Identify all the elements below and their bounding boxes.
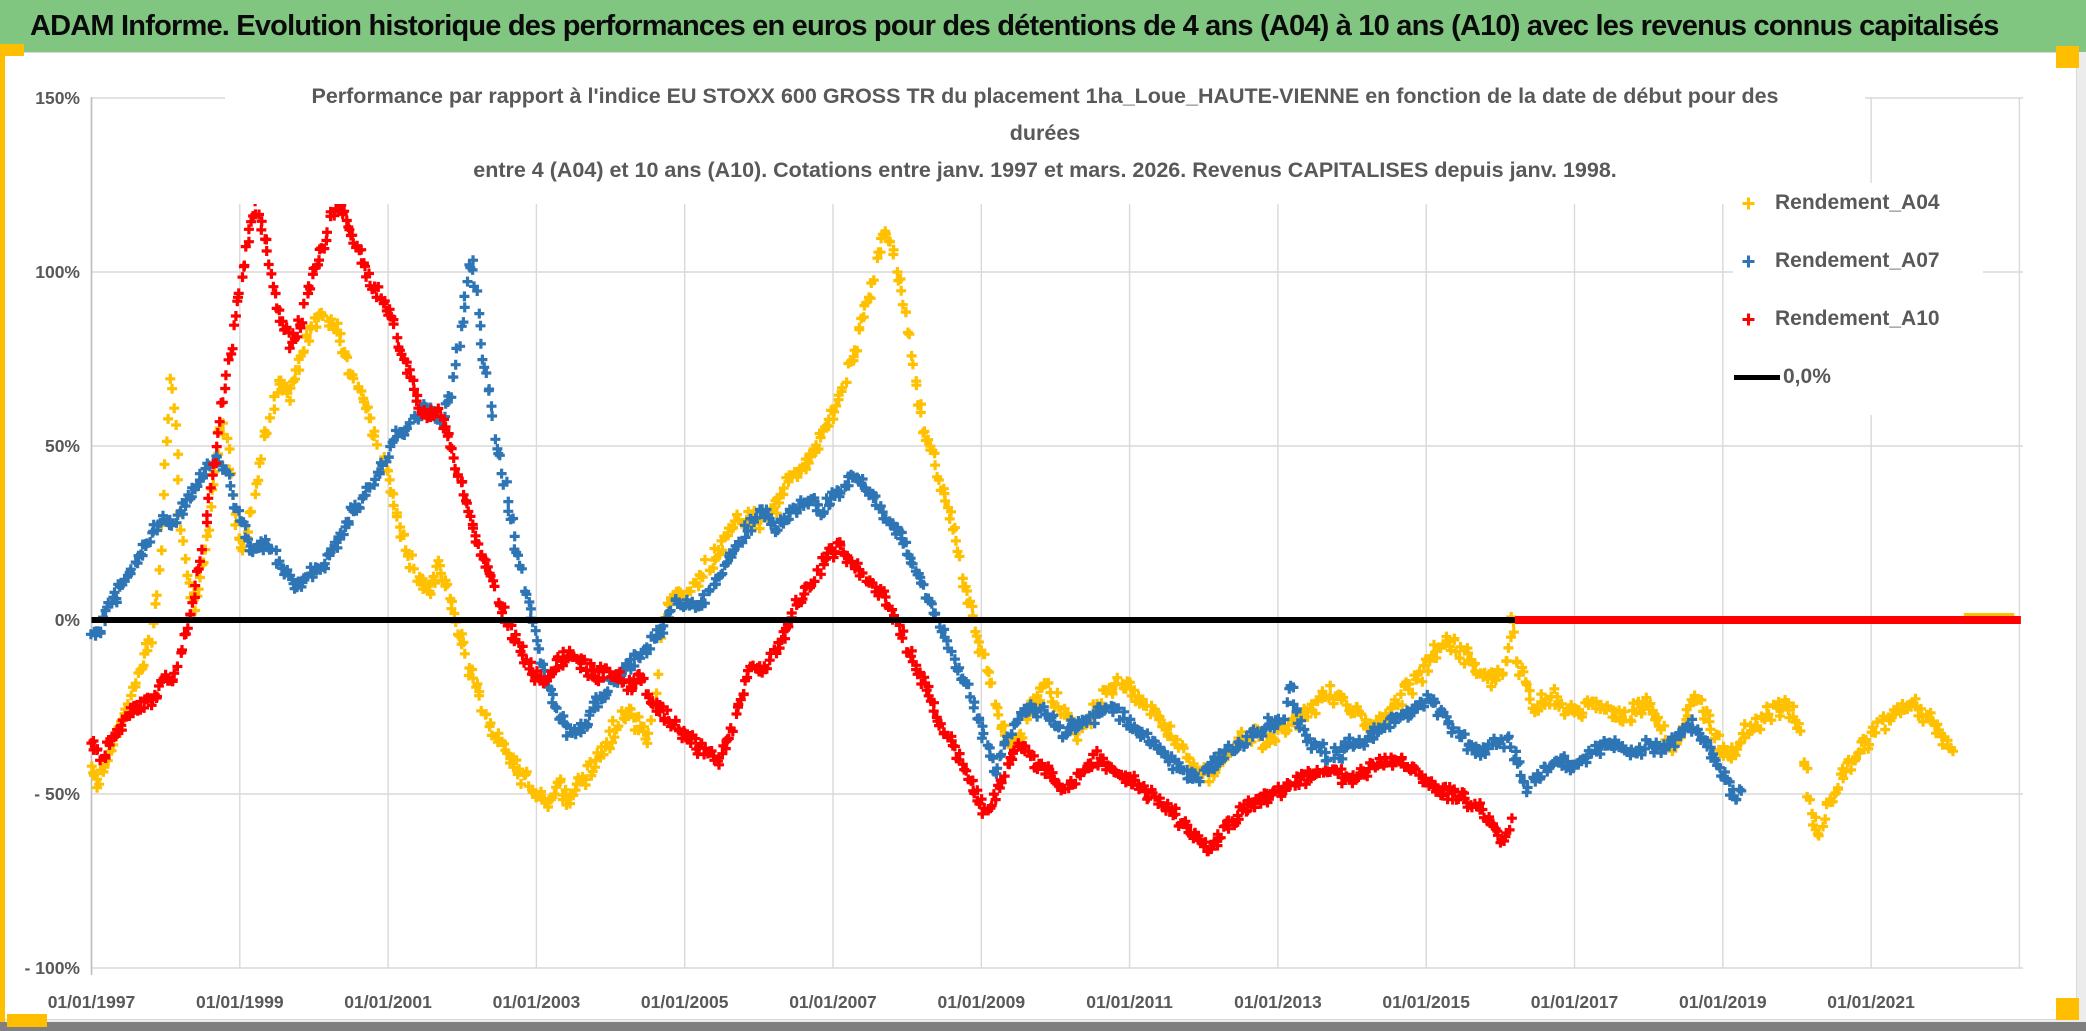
legend-item-rendement-a04[interactable]: Rendement_A04 (1733, 183, 1983, 223)
y-tick-label: - 50% (34, 784, 80, 804)
chart-title-line-3: entre 4 (A04) et 10 ans (A10). Cotations… (473, 158, 1617, 182)
x-tick-label: 01/01/2011 (1086, 992, 1173, 1012)
legend-label: Rendement_A04 (1775, 191, 1940, 214)
window-bottom-edge (0, 1022, 2086, 1031)
x-tick-label: 01/01/2019 (1679, 992, 1767, 1012)
y-tick-label: 50% (45, 436, 80, 456)
x-tick-label: 01/01/2017 (1531, 992, 1619, 1012)
legend-label: Rendement_A10 (1775, 307, 1940, 330)
x-tick-label: 01/01/2013 (1234, 992, 1322, 1012)
y-tick-label: 0% (55, 610, 81, 630)
x-tick-label: 01/01/2015 (1382, 992, 1470, 1012)
x-tick-label: 01/01/2005 (641, 992, 729, 1012)
x-tick-label: 01/01/2003 (493, 992, 581, 1012)
series-rendement_a04[interactable] (86, 226, 1958, 841)
page-title: ADAM Informe. Evolution historique des p… (30, 9, 1999, 42)
x-tick-label: 01/01/2001 (344, 992, 432, 1012)
legend-label: Rendement_A07 (1775, 249, 1940, 272)
x-tick-label: 01/01/1997 (48, 992, 136, 1012)
chart-legend[interactable]: Rendement_A04 Rendement_A07 Rendement_A10 0… (1733, 183, 1983, 415)
y-tick-label: - 100% (25, 958, 81, 978)
chart-title-line-2: durées (1009, 121, 1081, 145)
selection-handle-top-right[interactable] (2056, 46, 2079, 68)
legend-item-rendement-a07[interactable]: Rendement_A07 (1733, 241, 1983, 281)
plus-marker-icon (1733, 254, 1763, 269)
chart-title: Performance par rapport à l'indice EU ST… (225, 58, 1865, 204)
series-rendement_a10[interactable] (86, 196, 1517, 857)
selection-handle-bottom-left[interactable] (7, 1014, 47, 1027)
legend-label: 0,0% (1783, 365, 1831, 388)
gridlines (90, 97, 2024, 975)
plus-marker-icon (1733, 196, 1763, 211)
zero-line-swatch (1733, 374, 1781, 380)
legend-item-rendement-a10[interactable]: Rendement_A10 (1733, 299, 1983, 339)
x-tick-label: 01/01/2021 (1827, 992, 1915, 1012)
x-tick-label: 01/01/2009 (938, 992, 1026, 1012)
chart-title-line-1: Performance par rapport à l'indice EU ST… (311, 84, 1779, 108)
selection-border-left (0, 52, 5, 1022)
selection-handle-top-left[interactable] (0, 44, 24, 56)
plus-marker-icon (1733, 312, 1763, 327)
legend-item-0-0-[interactable]: 0,0% (1733, 357, 1983, 397)
series-rendement_a07[interactable] (85, 255, 1747, 805)
title-banner: ADAM Informe. Evolution historique des p… (0, 0, 2086, 52)
y-tick-label: 150% (35, 88, 80, 108)
x-tick-label: 01/01/2007 (789, 992, 877, 1012)
y-tick-label: 100% (35, 262, 80, 282)
selection-handle-bottom-right[interactable] (2056, 998, 2079, 1020)
axis-tick-labels: 150% 100% 50% 0% - 50% - 100% 01/01/1997 01/01/… (25, 88, 1916, 1012)
x-tick-label: 01/01/1999 (196, 992, 284, 1012)
